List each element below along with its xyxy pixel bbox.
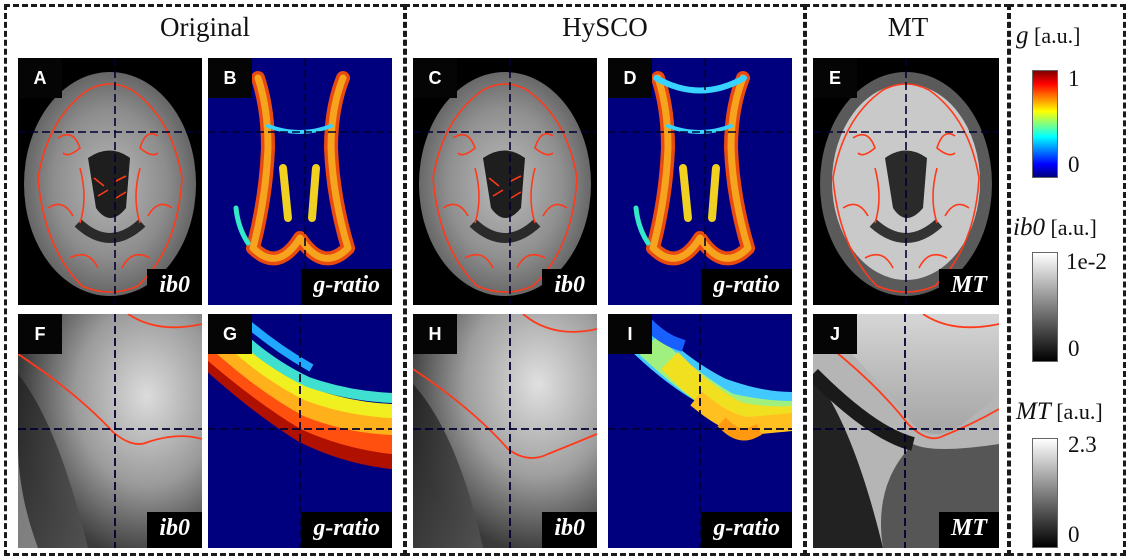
panel-f-ib0-zoom: F ib0	[18, 314, 202, 548]
panel-tag: ib0	[542, 512, 597, 548]
panel-letter: C	[413, 58, 457, 98]
panel-j-mt-zoom: J MT	[813, 314, 999, 548]
column-title-hysco: HySCO	[562, 12, 648, 42]
colorbar-mt-title: MT [a.u.]	[1016, 398, 1103, 426]
panel-tag: ib0	[147, 512, 202, 548]
panel-tag: ib0	[542, 269, 597, 305]
panel-letter: J	[813, 314, 857, 354]
panel-a-ib0-axial: A ib0	[18, 58, 202, 305]
panel-d-gratio-axial: D g-ratio	[608, 58, 792, 305]
column-title-original: Original	[160, 12, 250, 42]
colorbar-g-title: g [a.u.]	[1016, 22, 1080, 50]
brain-axial-image	[413, 58, 597, 305]
colorbar-unit: [a.u.]	[1056, 399, 1103, 424]
colorbar-g-jet	[1032, 70, 1058, 178]
colorbar-ib0-min: 0	[1068, 336, 1080, 361]
panel-tag: g-ratio	[701, 269, 792, 305]
panel-g-gratio-zoom: G g-ratio	[208, 314, 392, 548]
colorbar-ib0-title: ib0 [a.u.]	[1013, 214, 1097, 242]
panel-tag: g-ratio	[701, 512, 792, 548]
colorbar-unit: [a.u.]	[1034, 23, 1081, 48]
panel-tag: g-ratio	[301, 269, 392, 305]
colorbar-mt-max: 2.3	[1068, 432, 1097, 457]
panel-letter: H	[413, 314, 457, 354]
panel-i-gratio-zoom: I g-ratio	[608, 314, 792, 548]
panel-tag: g-ratio	[301, 512, 392, 548]
gratio-axial-map	[608, 58, 792, 305]
panel-letter: E	[813, 58, 857, 98]
column-title-mt: MT	[887, 12, 929, 42]
panel-tag: MT	[939, 512, 999, 548]
panel-letter: B	[208, 58, 252, 98]
colorbar-g-max: 1	[1068, 66, 1080, 91]
panel-tag: ib0	[147, 269, 202, 305]
colorbar-symbol: g	[1016, 22, 1029, 49]
colorbar-ib0-gray	[1032, 252, 1058, 362]
panel-tag: MT	[939, 269, 999, 305]
frame-colorbars	[1008, 4, 1126, 556]
colorbar-g-min: 0	[1068, 152, 1080, 177]
panel-letter: D	[608, 58, 652, 98]
panel-letter: I	[608, 314, 652, 354]
brain-axial-image	[18, 58, 202, 305]
colorbar-unit: [a.u.]	[1050, 215, 1097, 240]
panel-h-ib0-zoom: H ib0	[413, 314, 597, 548]
panel-letter: F	[18, 314, 62, 354]
colorbar-mt-min: 0	[1068, 522, 1080, 547]
panel-b-gratio-axial: B g-ratio	[208, 58, 392, 305]
colorbar-symbol: MT	[1016, 398, 1051, 425]
panel-letter: G	[208, 314, 252, 354]
gratio-axial-map	[208, 58, 392, 305]
gratio-zoom-map	[208, 314, 392, 548]
colorbar-mt-gray	[1032, 438, 1058, 548]
panel-e-mt-axial: E MT	[813, 58, 999, 305]
colorbar-ib0-max: 1e-2	[1066, 249, 1107, 274]
colorbar-symbol: ib0	[1013, 214, 1045, 241]
brain-mt-axial-image	[813, 58, 999, 305]
panel-c-ib0-axial: C ib0	[413, 58, 597, 305]
panel-letter: A	[18, 58, 62, 98]
